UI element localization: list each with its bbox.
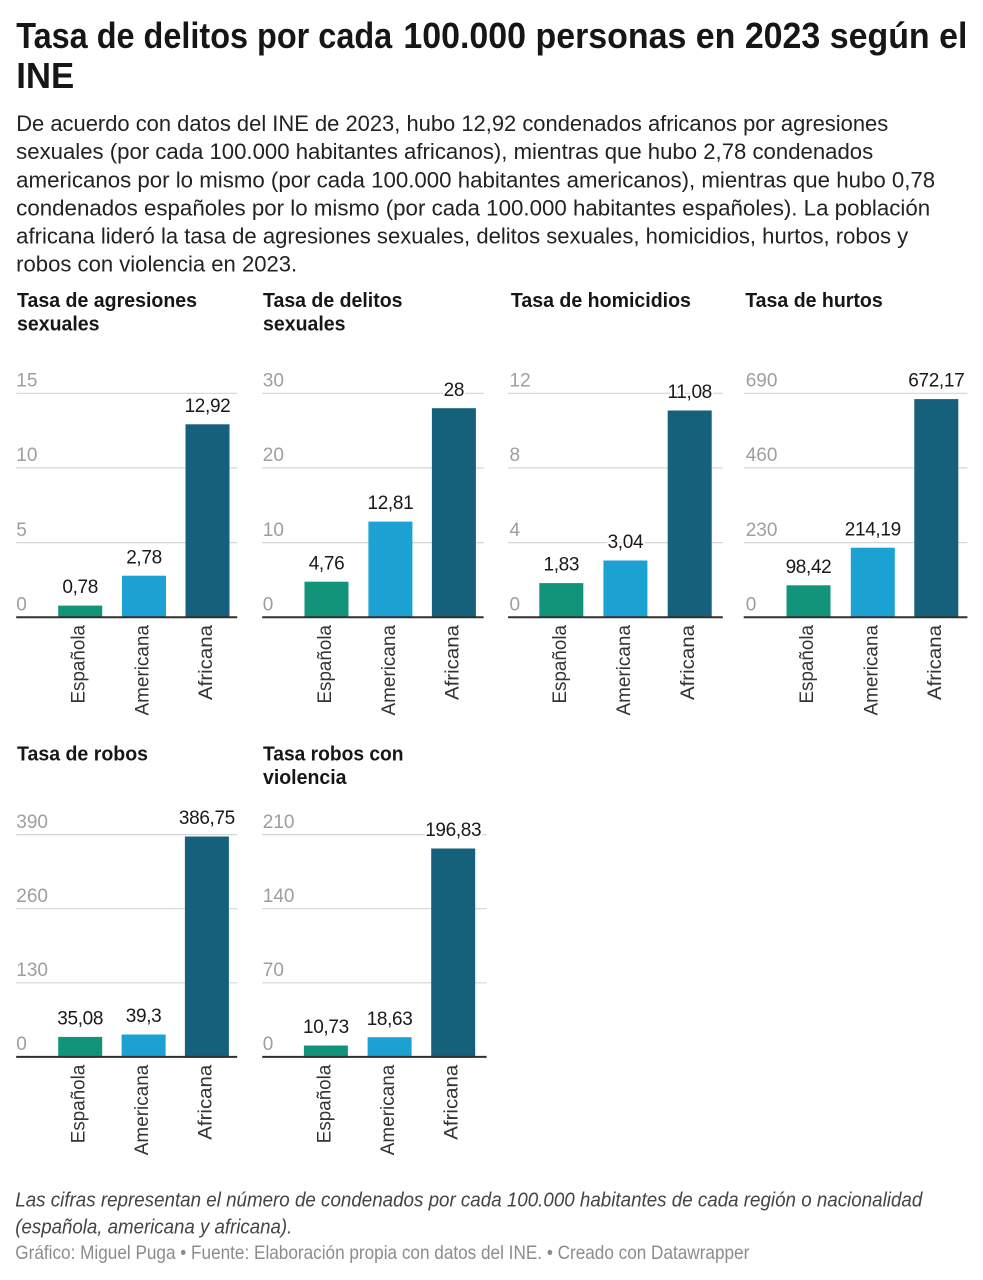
svg-text:15: 15 (16, 371, 37, 392)
svg-text:Americana: Americana (614, 625, 635, 716)
svg-text:196,83: 196,83 (425, 820, 481, 841)
svg-text:Tasa de homicidios: Tasa de homicidios (511, 289, 691, 312)
svg-text:Americana: Americana (132, 1064, 153, 1155)
svg-text:robos con violencia en 2023.: robos con violencia en 2023. (16, 252, 297, 277)
svg-text:35,08: 35,08 (57, 1009, 103, 1030)
svg-text:10,73: 10,73 (303, 1017, 349, 1038)
svg-text:140: 140 (263, 886, 295, 907)
svg-text:Americana: Americana (379, 625, 400, 716)
svg-text:214,19: 214,19 (845, 519, 901, 540)
svg-text:2,78: 2,78 (126, 547, 162, 568)
svg-text:Las cifras representan el núme: Las cifras representan el número de cond… (15, 1188, 923, 1211)
svg-text:Africana: Africana (678, 625, 699, 700)
svg-text:1,83: 1,83 (544, 555, 580, 576)
svg-text:20: 20 (263, 445, 284, 466)
svg-text:(española, americana y african: (española, americana y africana). (15, 1215, 292, 1238)
svg-text:violencia: violencia (263, 766, 347, 789)
svg-text:672,17: 672,17 (908, 371, 964, 392)
svg-text:Tasa robos con: Tasa robos con (263, 743, 404, 766)
svg-text:Española: Española (69, 1064, 90, 1143)
svg-text:0: 0 (16, 594, 27, 615)
svg-text:0,78: 0,78 (62, 577, 98, 598)
svg-text:africana lideró la tasa de agr: africana lideró la tasa de agresiones se… (16, 224, 908, 249)
svg-text:Africana: Africana (196, 625, 217, 700)
svg-text:sexuales (por cada 100.000 hab: sexuales (por cada 100.000 habitantes af… (16, 139, 873, 164)
svg-text:americanos por lo mismo (por c: americanos por lo mismo (por cada 100.00… (16, 167, 935, 192)
svg-text:10: 10 (16, 445, 37, 466)
svg-text:28: 28 (444, 380, 464, 401)
svg-text:4: 4 (510, 520, 521, 541)
svg-text:Americana: Americana (861, 625, 882, 716)
svg-text:386,75: 386,75 (179, 808, 235, 829)
svg-text:De acuerdo con datos del INE d: De acuerdo con datos del INE de 2023, hu… (16, 111, 888, 136)
svg-text:390: 390 (16, 812, 48, 833)
svg-text:Española: Española (314, 1064, 335, 1143)
svg-text:Americana: Americana (133, 625, 154, 716)
svg-text:98,42: 98,42 (786, 557, 832, 578)
svg-text:12,81: 12,81 (368, 493, 414, 514)
svg-text:130: 130 (16, 960, 48, 981)
svg-text:Tasa de robos: Tasa de robos (17, 743, 148, 766)
svg-text:Africana: Africana (442, 1064, 463, 1139)
svg-text:INE: INE (16, 55, 74, 96)
svg-text:0: 0 (263, 1034, 274, 1055)
svg-text:12: 12 (510, 371, 531, 392)
svg-text:Gráfico: Miguel Puga • Fuente:: Gráfico: Miguel Puga • Fuente: Elaboraci… (15, 1242, 749, 1264)
svg-text:11,08: 11,08 (668, 382, 712, 403)
svg-text:0: 0 (510, 594, 521, 615)
svg-text:Africana: Africana (442, 625, 463, 700)
svg-text:Española: Española (550, 625, 571, 704)
svg-text:230: 230 (746, 520, 778, 541)
svg-text:18,63: 18,63 (367, 1009, 413, 1030)
svg-text:5: 5 (16, 520, 27, 541)
svg-text:sexuales: sexuales (263, 313, 346, 336)
svg-text:Española: Española (315, 625, 336, 704)
svg-text:Tasa de hurtos: Tasa de hurtos (745, 289, 883, 312)
svg-text:70: 70 (263, 960, 284, 981)
svg-text:12,92: 12,92 (185, 396, 231, 417)
svg-text:Africana: Africana (195, 1064, 216, 1139)
svg-text:0: 0 (746, 594, 757, 615)
svg-text:Americana: Americana (378, 1064, 399, 1155)
svg-text:sexuales: sexuales (17, 313, 100, 336)
svg-text:260: 260 (16, 886, 48, 907)
svg-text:condenados españoles por lo mi: condenados españoles por lo mismo (por c… (16, 195, 930, 220)
svg-text:460: 460 (746, 445, 778, 466)
svg-text:Tasa de agresiones: Tasa de agresiones (17, 289, 197, 312)
svg-text:10: 10 (263, 520, 284, 541)
svg-text:30: 30 (263, 371, 284, 392)
svg-text:4,76: 4,76 (309, 553, 345, 574)
svg-text:Tasa de delitos por cada: Tasa de delitos por cada (16, 15, 393, 56)
svg-text:0: 0 (263, 594, 274, 615)
svg-text:Tasa de delitos: Tasa de delitos (263, 289, 403, 312)
svg-text:8: 8 (510, 445, 521, 466)
svg-text:Española: Española (797, 625, 818, 704)
svg-text:Española: Española (69, 625, 90, 704)
svg-text:0: 0 (16, 1034, 27, 1055)
svg-text:Africana: Africana (925, 625, 946, 700)
svg-text:210: 210 (263, 812, 295, 833)
svg-text:39,3: 39,3 (126, 1006, 162, 1027)
svg-text:3,04: 3,04 (608, 532, 644, 553)
svg-text:690: 690 (746, 371, 778, 392)
svg-text:100.000 personas en 2023 según: 100.000 personas en 2023 según el (403, 15, 967, 56)
